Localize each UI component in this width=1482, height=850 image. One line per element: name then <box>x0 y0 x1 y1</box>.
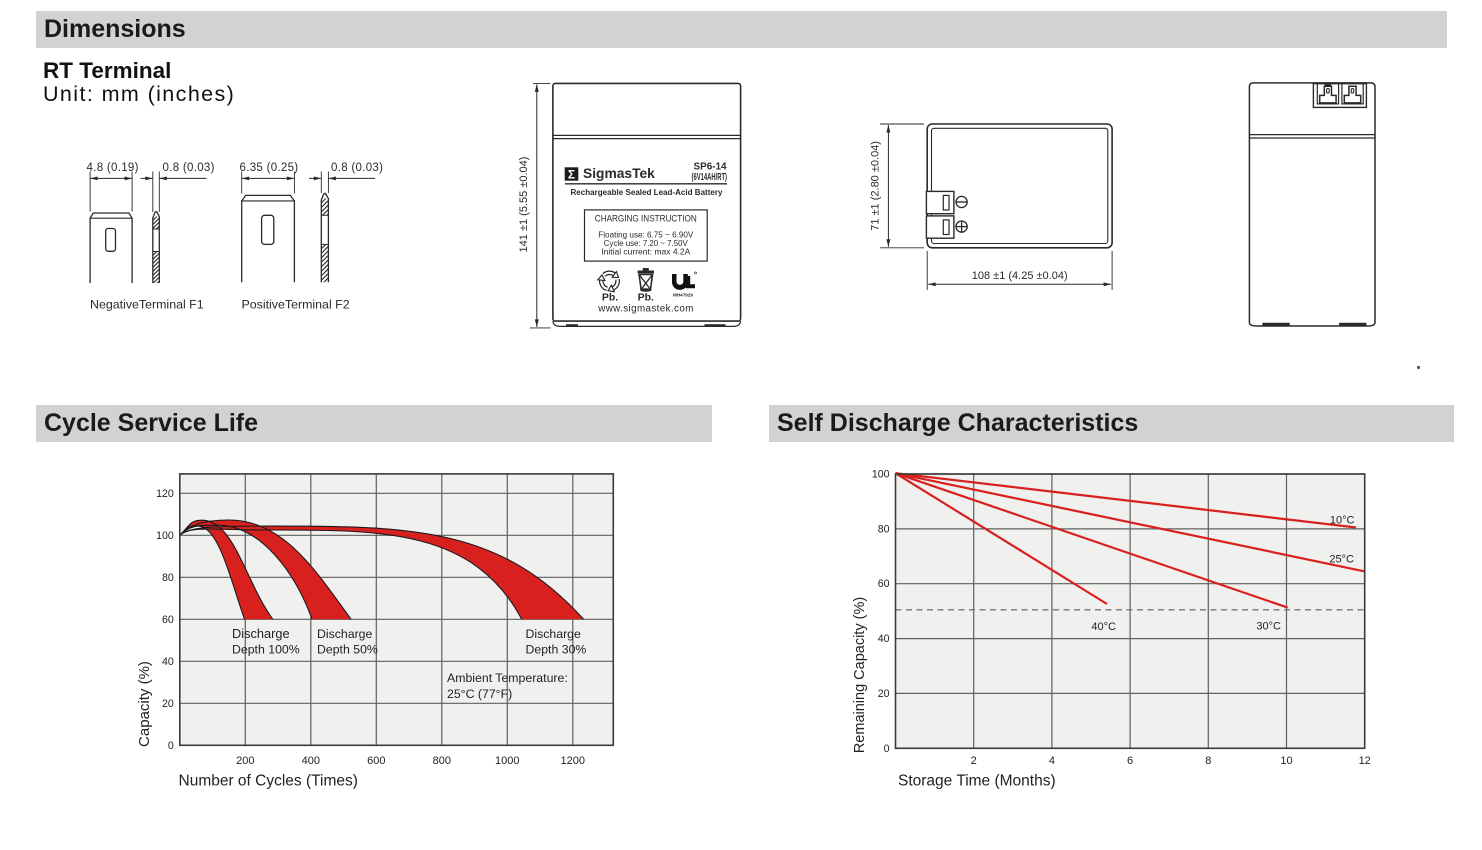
svg-text:Depth 30%: Depth 30% <box>526 643 587 657</box>
svg-text:120: 120 <box>156 488 174 500</box>
svg-text:PositiveTerminal F2: PositiveTerminal F2 <box>242 298 350 312</box>
svg-text:Depth 100%: Depth 100% <box>232 643 300 657</box>
svg-text:2: 2 <box>971 755 977 767</box>
svg-text:108 ±1 (4.25 ±0.04): 108 ±1 (4.25 ±0.04) <box>972 270 1068 282</box>
svg-text:Σ: Σ <box>568 167 575 181</box>
svg-text:0: 0 <box>884 743 890 755</box>
svg-text:141 ±1 (5.55 ±0.04): 141 ±1 (5.55 ±0.04) <box>518 157 530 253</box>
svg-text:25°C (77°F): 25°C (77°F) <box>447 687 512 701</box>
svg-text:20: 20 <box>878 688 890 700</box>
svg-text:1200: 1200 <box>561 755 585 767</box>
svg-text:25°C: 25°C <box>1329 554 1354 566</box>
svg-text:Pb.: Pb. <box>602 292 618 304</box>
svg-text:Rechargeable Sealed Lead-Acid: Rechargeable Sealed Lead-Acid Battery <box>571 187 723 197</box>
svg-text:600: 600 <box>367 755 385 767</box>
svg-text:200: 200 <box>236 755 254 767</box>
svg-text:Depth 50%: Depth 50% <box>317 643 378 657</box>
svg-text:71 ±1 (2.80 ±0.04): 71 ±1 (2.80 ±0.04) <box>870 141 882 231</box>
svg-text:10: 10 <box>1280 755 1292 767</box>
svg-text:10°C: 10°C <box>1330 515 1355 527</box>
svg-text:NegativeTerminal F1: NegativeTerminal F1 <box>90 298 204 312</box>
svg-text:6: 6 <box>1127 755 1133 767</box>
svg-text:0.8 (0.03): 0.8 (0.03) <box>331 162 383 174</box>
svg-text:0.8 (0.03): 0.8 (0.03) <box>163 162 215 174</box>
svg-text:Discharge: Discharge <box>232 626 290 641</box>
svg-text:40: 40 <box>878 633 890 645</box>
svg-text:Number of Cycles (Times): Number of Cycles (Times) <box>179 773 358 790</box>
svg-text:800: 800 <box>433 755 451 767</box>
svg-text:4: 4 <box>1049 755 1055 767</box>
svg-text:80: 80 <box>878 523 890 535</box>
svg-text:MH47929: MH47929 <box>673 293 693 298</box>
svg-text:60: 60 <box>162 614 174 626</box>
svg-text:100: 100 <box>872 469 890 481</box>
svg-text:Discharge: Discharge <box>526 627 582 641</box>
svg-text:Ambient Temperature:: Ambient Temperature: <box>447 671 568 685</box>
svg-text:100: 100 <box>156 530 174 542</box>
svg-text:40°C: 40°C <box>1091 621 1116 633</box>
svg-text:Pb.: Pb. <box>638 292 654 304</box>
svg-text:12: 12 <box>1359 755 1371 767</box>
svg-text:400: 400 <box>302 755 320 767</box>
svg-text:1000: 1000 <box>495 755 519 767</box>
svg-text:0: 0 <box>168 740 174 752</box>
svg-text:SP6-14: SP6-14 <box>694 162 727 173</box>
svg-text:Discharge: Discharge <box>317 627 373 641</box>
svg-text:Initial current: max 4.2A: Initial current: max 4.2A <box>601 246 690 256</box>
svg-text:60: 60 <box>878 578 890 590</box>
svg-text:(6V14AH/RT): (6V14AH/RT) <box>692 172 728 183</box>
svg-text:Capacity (%): Capacity (%) <box>136 661 153 747</box>
svg-text:30°C: 30°C <box>1256 621 1281 633</box>
svg-text:Remaining Capacity (%): Remaining Capacity (%) <box>852 597 868 753</box>
svg-text:8: 8 <box>1205 755 1211 767</box>
svg-text:20: 20 <box>162 698 174 710</box>
svg-text:CHARGING INSTRUCTION: CHARGING INSTRUCTION <box>595 213 697 223</box>
svg-text:Storage Time (Months): Storage Time (Months) <box>898 773 1056 790</box>
svg-text:80: 80 <box>162 572 174 584</box>
svg-text:4.8 (0.19): 4.8 (0.19) <box>87 162 139 174</box>
svg-text:40: 40 <box>162 656 174 668</box>
svg-text:Floating use: 6.75 ~ 6.90V: Floating use: 6.75 ~ 6.90V <box>598 230 693 240</box>
svg-text:www.sigmastek.com: www.sigmastek.com <box>597 304 694 315</box>
svg-text:SigmasTek: SigmasTek <box>583 166 655 181</box>
svg-text:Cycle use: 7.20 ~ 7.50V: Cycle use: 7.20 ~ 7.50V <box>604 238 688 248</box>
svg-text:6.35 (0.25): 6.35 (0.25) <box>240 162 299 174</box>
